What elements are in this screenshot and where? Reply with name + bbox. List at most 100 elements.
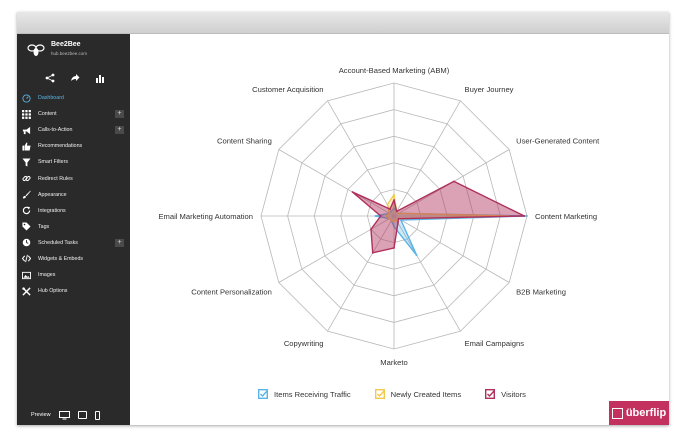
axis-label: Content Personalization [191,288,272,297]
tablet-icon[interactable] [77,411,87,419]
image-icon [22,271,31,279]
brand-header[interactable]: Bee2Bee hub.bee2bee.com [25,40,125,64]
axis-label: Customer Acquisition [252,85,323,94]
checkbox-icon [374,389,385,399]
checkbox-icon [485,389,496,399]
add-content-button[interactable]: + [115,110,124,119]
sidebar-item-label: Integrations [38,207,66,214]
sidebar-item-widgets-embeds[interactable]: Widgets & Embeds [17,251,130,267]
legend-label: Newly Created Items [390,389,462,399]
sidebar-item-label: Redirect Rules [38,175,73,182]
app-window: Bee2Bee hub.bee2bee.com Dashboard Conten… [17,12,669,425]
data-point-items-receiving-traffic [393,225,395,228]
thumbs-up-icon [22,142,31,151]
data-point-newly-created-items [385,215,387,217]
legend-item-visitors[interactable]: Visitors [485,389,526,399]
data-point-visitors [452,180,455,183]
grid-spoke [327,100,395,217]
legend-item-items-receiving-traffic[interactable]: Items Receiving Traffic [258,389,351,399]
data-point-visitors [370,228,372,231]
window-title-bar [17,12,669,34]
sidebar-item-redirect-rules[interactable]: Redirect Rules [17,170,130,186]
data-point-items-receiving-traffic [526,215,528,217]
legend-label: Visitors [501,389,526,399]
sidebar-item-label: Widgets & Embeds [38,255,84,262]
uberflip-label: überflip [625,407,667,419]
data-point-newly-created-items [397,212,400,215]
desktop-icon[interactable] [58,410,70,420]
sidebar-item-images[interactable]: Images [17,267,130,283]
data-point-items-receiving-traffic [390,210,393,213]
data-point-visitors [395,210,398,213]
data-point-newly-created-items [386,203,389,206]
megaphone-icon [22,126,31,134]
sidebar-item-label: Calls-to-Action [38,127,73,134]
grid-spoke [393,215,461,332]
data-point-newly-created-items [393,220,395,223]
sidebar-item-integrations[interactable]: Integrations [17,203,130,219]
legend-label: Items Receiving Traffic [274,389,351,399]
mobile-icon[interactable] [94,410,100,420]
data-point-visitors [523,215,526,217]
add-call-to-action-button[interactable]: + [115,126,124,135]
sidebar: Bee2Bee hub.bee2bee.com Dashboard Conten… [17,34,130,425]
sidebar-item-label: Scheduled Tasks [38,239,78,246]
axis-label: Content Sharing [217,137,272,146]
preview-bar: Preview [17,405,130,425]
brand-url: hub.bee2bee.com [51,51,88,56]
sidebar-item-label: Smart Filters [38,159,69,166]
dashboard-icon [22,93,31,103]
bee-logo-icon [27,44,45,56]
radar-chart: Account-Based Marketing (ABM) Buyer Journ… [158,66,600,367]
paint-brush-icon [22,190,31,199]
data-point-items-receiving-traffic [415,254,418,257]
data-point-items-receiving-traffic [400,219,402,221]
data-point-newly-created-items [393,193,395,196]
axis-label: Email Marketing Automation [158,212,253,221]
refresh-icon [22,206,31,215]
preview-label: Preview [31,412,51,418]
sidebar-item-content[interactable]: Content + [17,106,130,122]
data-point-visitors [393,247,395,249]
forward-icon[interactable] [70,70,80,81]
sidebar-item-label: Recommendations [38,143,83,150]
grid-spoke [327,215,395,332]
share-icon[interactable] [45,70,55,83]
axis-label: Content Marketing [535,212,597,221]
sidebar-item-scheduled-tasks[interactable]: Scheduled Tasks + [17,235,130,251]
sidebar-item-label: Hub Options [38,288,68,295]
data-point-visitors [397,217,400,220]
data-point-visitors [393,199,395,201]
sidebar-item-calls-to-action[interactable]: Calls-to-Action + [17,122,130,138]
tools-icon [22,287,31,296]
uberflip-badge[interactable]: überflip [609,401,669,425]
sidebar-toolbar [45,70,105,83]
sidebar-item-label: Dashboard [38,95,64,102]
sidebar-nav: Dashboard Content + Calls-to-Action + Re… [17,90,130,299]
axis-label: Email Campaigns [465,339,525,348]
grid-spoke [278,149,395,217]
data-point-visitors [379,215,382,217]
data-point-items-receiving-traffic [393,207,395,209]
sidebar-item-appearance[interactable]: Appearance [17,187,130,203]
chart-legend: Items Receiving Traffic Newly Created It… [258,389,550,399]
data-point-visitors [397,222,399,224]
data-point-newly-created-items [390,219,393,222]
sidebar-item-dashboard[interactable]: Dashboard [17,90,130,106]
data-point-visitors [371,251,374,254]
filter-icon [22,158,31,167]
grid-spoke [393,100,461,217]
sidebar-item-smart-filters[interactable]: Smart Filters [17,154,130,170]
legend-item-newly-created-items[interactable]: Newly Created Items [374,389,462,399]
add-scheduled-task-button[interactable]: + [115,238,124,247]
brand-name: Bee2Bee [51,41,81,48]
grid-spoke [278,215,395,283]
sidebar-item-label: Appearance [38,191,67,198]
data-point-items-receiving-traffic [374,215,377,217]
sidebar-item-recommendations[interactable]: Recommendations [17,138,130,154]
sidebar-item-hub-options[interactable]: Hub Options [17,283,130,299]
sidebar-item-tags[interactable]: Tags [17,219,130,235]
data-point-visitors [389,208,391,210]
bar-chart-icon[interactable] [95,70,105,83]
checkbox-icon [258,389,268,399]
